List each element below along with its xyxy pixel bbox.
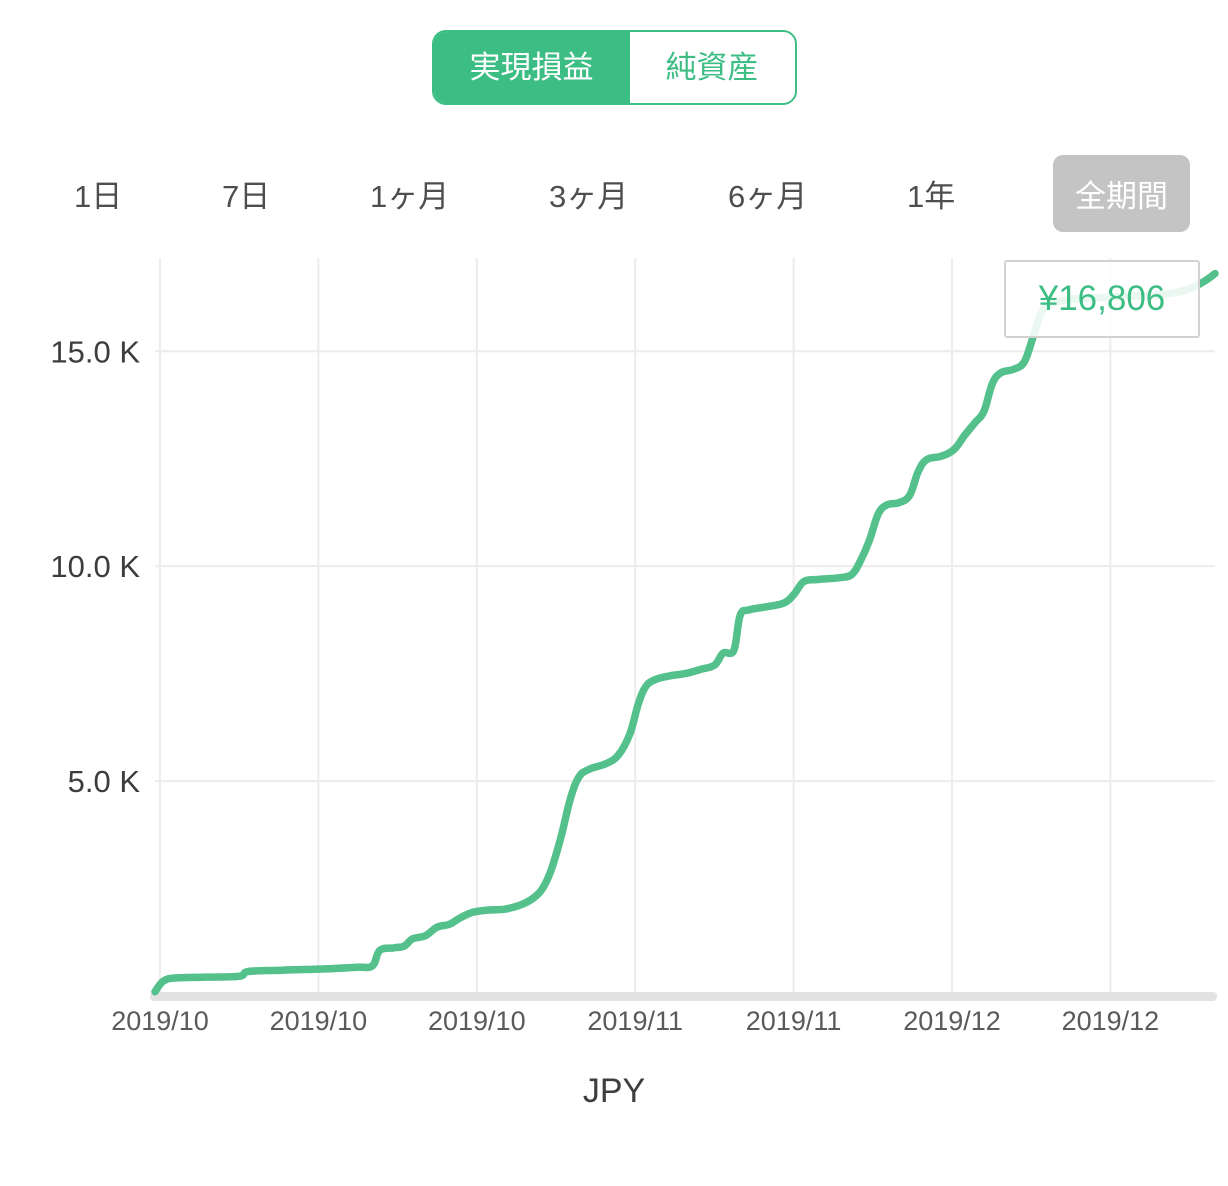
tab-net-assets[interactable]: 純資産 <box>629 32 795 103</box>
period-1m[interactable]: 1ヶ月 <box>368 165 451 222</box>
x-tick-label: 2019/12 <box>1062 1006 1160 1036</box>
x-tick-label: 2019/10 <box>111 1006 209 1036</box>
period-all[interactable]: 全期間 <box>1053 155 1190 232</box>
series-line <box>151 269 1219 996</box>
y-tick-label: 5.0 K <box>68 764 141 799</box>
y-tick-label: 15.0 K <box>50 334 140 369</box>
x-tick-label: 2019/11 <box>587 1006 683 1036</box>
period-1d[interactable]: 1日 <box>72 165 124 222</box>
period-selector: 1日 7日 1ヶ月 3ヶ月 6ヶ月 1年 全期間 <box>0 155 1228 232</box>
x-axis-baseline <box>150 992 1217 1001</box>
currency-label: JPY <box>582 1072 646 1110</box>
period-6m[interactable]: 6ヶ月 <box>726 165 809 222</box>
tab-realized-pnl[interactable]: 実現損益 <box>433 32 630 103</box>
profit-chart[interactable]: 2019/10 2019/10 2019/10 2019/11 2019/11 2019/… <box>0 246 1228 1058</box>
x-tick-label: 2019/12 <box>903 1006 1001 1036</box>
y-tick-label: 10.0 K <box>50 549 140 584</box>
x-tick-label: 2019/10 <box>428 1006 526 1036</box>
x-tick-label: 2019/11 <box>746 1006 842 1036</box>
chart-canvas[interactable]: 2019/10 2019/10 2019/10 2019/11 2019/11 2019/… <box>0 246 1228 1058</box>
period-7d[interactable]: 7日 <box>220 165 272 222</box>
last-value-label: ¥16,806 <box>1004 260 1200 338</box>
x-tick-label: 2019/10 <box>270 1006 368 1036</box>
chart-type-toggle: 実現損益 純資産 <box>431 30 797 105</box>
period-3m[interactable]: 3ヶ月 <box>547 165 630 222</box>
period-1y[interactable]: 1年 <box>905 165 957 222</box>
